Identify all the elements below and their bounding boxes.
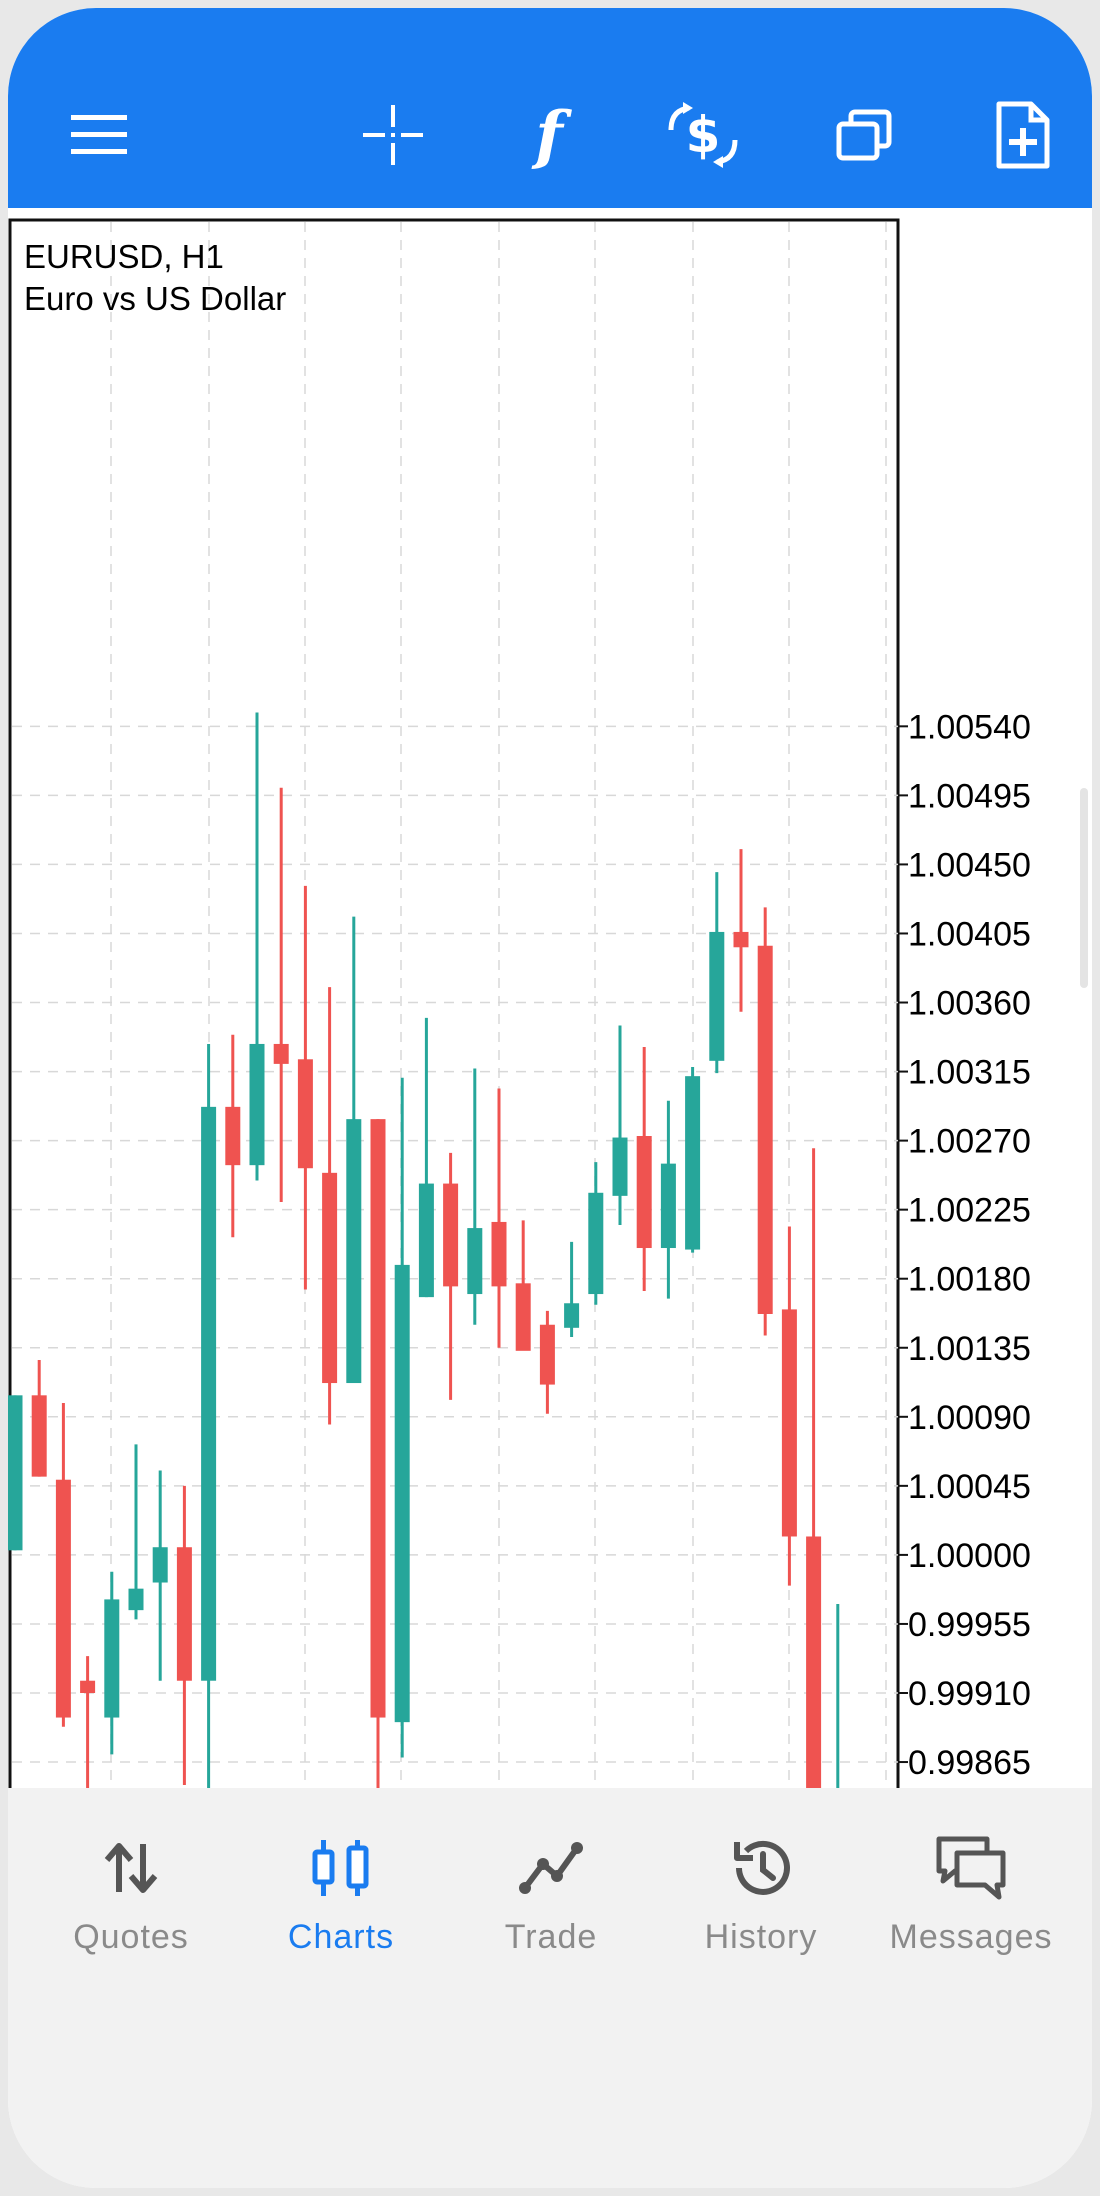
candle-body-bull xyxy=(249,1043,265,1166)
candle-body-bear xyxy=(370,1119,386,1718)
history-icon xyxy=(721,1828,801,1908)
price-axis-label: 1.00000 xyxy=(908,1537,1031,1575)
candle-body-bull xyxy=(467,1228,483,1295)
candle-body-bull xyxy=(685,1076,701,1250)
nav-trade-label: Trade xyxy=(504,1918,598,1956)
candle-body-bull xyxy=(660,1163,676,1249)
nav-history-label: History xyxy=(704,1918,818,1956)
messages-icon xyxy=(931,1828,1011,1908)
candle-body-bull xyxy=(152,1547,168,1583)
candle-body-bear xyxy=(225,1106,241,1166)
price-axis-label: 1.00135 xyxy=(908,1330,1031,1368)
candle-body-bear xyxy=(443,1183,459,1287)
candlestick-chart[interactable]: 1.00540 1.00495 1.00450 1.00405 1.00360 1.003… xyxy=(8,208,1092,1988)
candle-body-bear xyxy=(55,1479,71,1718)
price-axis-label: 1.00405 xyxy=(908,915,1031,953)
price-axis-label: 1.00225 xyxy=(908,1192,1031,1230)
price-axis-label: 0.99865 xyxy=(908,1744,1031,1782)
price-axis-label: 1.00450 xyxy=(908,846,1031,884)
candle-body-bull xyxy=(128,1588,144,1611)
candle-body-bull xyxy=(394,1264,410,1723)
candle-body-bear xyxy=(636,1136,652,1249)
price-axis-label: 1.00090 xyxy=(908,1399,1031,1437)
candle-body-bull xyxy=(564,1303,580,1328)
price-axis-label: 1.00360 xyxy=(908,985,1031,1023)
candle-body-bear xyxy=(757,945,773,1314)
candle-body-bull xyxy=(201,1106,217,1681)
candle-body-bull xyxy=(588,1192,604,1295)
candle-body-bear xyxy=(273,1043,289,1064)
candle-body-bear xyxy=(781,1309,797,1537)
nav-messages[interactable]: Messages xyxy=(866,1828,1076,1988)
nav-history[interactable]: History xyxy=(656,1828,866,1988)
price-axis-label: 1.00495 xyxy=(908,777,1031,815)
candle-body-bull xyxy=(104,1599,120,1718)
top-toolbar: f $ xyxy=(8,8,1092,208)
price-axis-label: 1.00315 xyxy=(908,1054,1031,1092)
candle-body-bull xyxy=(418,1183,434,1298)
indicators-glyph: f xyxy=(535,97,563,173)
candle-body-bear xyxy=(491,1221,507,1287)
price-axis-label: 0.99910 xyxy=(908,1675,1031,1713)
indicators-icon[interactable]: f xyxy=(494,80,604,190)
nav-trade[interactable]: Trade xyxy=(446,1828,656,1988)
nav-messages-label: Messages xyxy=(889,1918,1053,1956)
price-axis-label: 1.00045 xyxy=(908,1468,1031,1506)
chart-symbol-label: EURUSD, H1 xyxy=(24,238,224,275)
scrollbar-thumb[interactable] xyxy=(1080,788,1088,988)
candle-body-bear xyxy=(733,931,749,948)
nav-quotes-label: Quotes xyxy=(73,1918,189,1956)
nav-charts-label: Charts xyxy=(287,1918,395,1956)
candle-body-bull xyxy=(612,1137,628,1196)
candle-body-bull xyxy=(709,931,725,1061)
charts-icon xyxy=(301,1828,381,1908)
trade-chart-icon xyxy=(511,1828,591,1908)
svg-text:$: $ xyxy=(686,106,721,164)
candle-body-bear xyxy=(539,1324,555,1385)
candle-body-bear xyxy=(322,1172,338,1384)
price-axis-label: 1.00270 xyxy=(908,1123,1031,1161)
new-order-icon[interactable] xyxy=(968,80,1078,190)
windows-icon[interactable] xyxy=(810,80,920,190)
candle-body-bear xyxy=(297,1059,313,1169)
candle-body-bear xyxy=(515,1283,531,1351)
nav-charts[interactable]: Charts xyxy=(236,1828,446,1988)
price-axis-label: 0.99955 xyxy=(908,1606,1031,1644)
screen: f $ xyxy=(8,8,1092,2188)
candle-body-bull xyxy=(8,1395,23,1551)
candle-body-bear xyxy=(80,1680,96,1693)
candle-body-bear xyxy=(31,1395,47,1477)
chart-area[interactable]: 1.00540 1.00495 1.00450 1.00405 1.00360 1.003… xyxy=(8,208,1092,1988)
crosshair-icon[interactable] xyxy=(338,80,448,190)
price-axis-label: 1.00540 xyxy=(908,708,1031,746)
candle-body-bear xyxy=(176,1547,192,1681)
price-axis-label: 1.00180 xyxy=(908,1261,1031,1299)
candle-body-bull xyxy=(346,1119,362,1384)
trade-icon[interactable]: $ xyxy=(648,80,758,190)
bottom-navigation: Quotes Charts xyxy=(8,1788,1092,2188)
menu-icon[interactable] xyxy=(44,80,154,190)
nav-quotes[interactable]: Quotes xyxy=(26,1828,236,1988)
chart-plot-frame xyxy=(8,218,900,1935)
quotes-icon xyxy=(91,1828,171,1908)
chart-description-label: Euro vs US Dollar xyxy=(24,280,287,317)
